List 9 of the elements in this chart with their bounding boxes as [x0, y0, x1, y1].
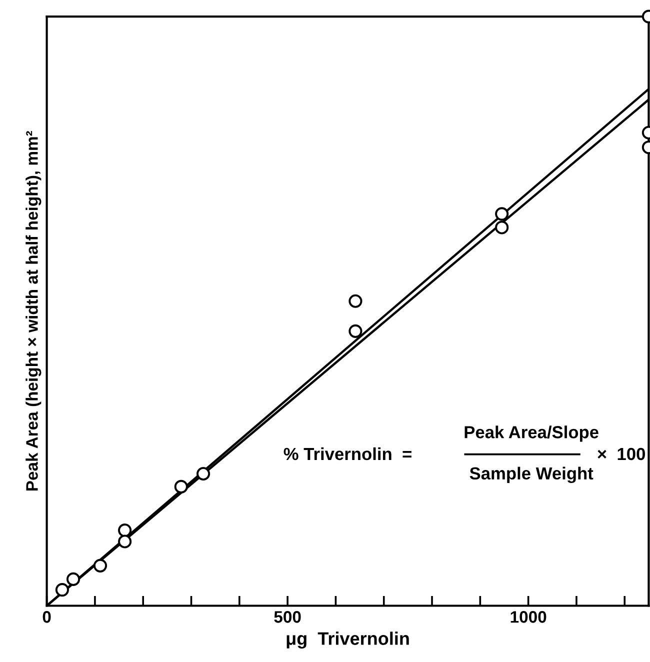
annotation: % Trivernolin =	[284, 447, 412, 460]
y-axis-title: Peak Area (height × width at half height), mm²	[26, 130, 42, 491]
x-axis-title: μg Trivernolin	[286, 632, 409, 649]
annotation: × 100	[598, 448, 645, 460]
x-tick-label: 500	[274, 611, 301, 623]
annotation: Peak Area/Slope	[464, 426, 598, 442]
x-tick-label: 0	[42, 611, 51, 623]
x-tick-label: 1000	[510, 611, 546, 623]
annotation: Sample Weight	[470, 466, 594, 484]
